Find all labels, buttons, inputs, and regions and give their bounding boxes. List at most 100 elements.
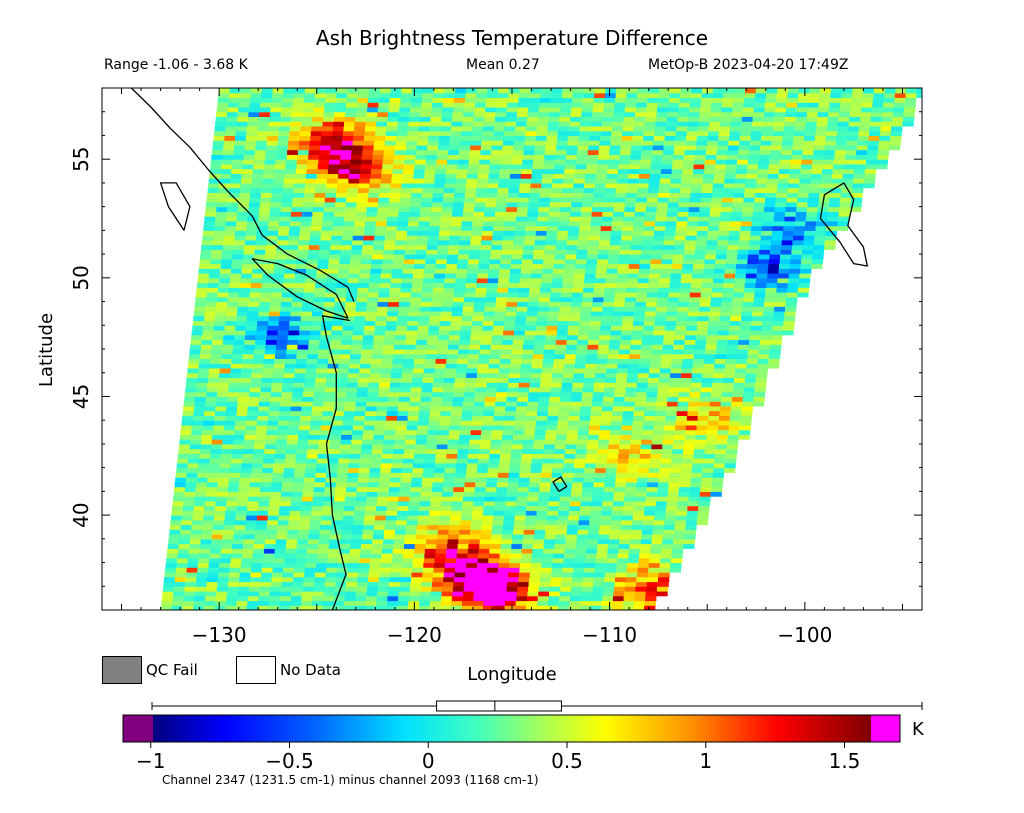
heatmap-cell [583, 282, 595, 288]
heatmap-cell [473, 306, 485, 312]
heatmap-cell [716, 244, 728, 250]
heatmap-cell [272, 187, 284, 193]
heatmap-cell [569, 216, 581, 222]
heatmap-cell [273, 462, 285, 469]
heatmap-cell [485, 486, 497, 492]
heatmap-cell [514, 519, 526, 526]
heatmap-cell [580, 595, 592, 602]
heatmap-cell [349, 458, 361, 464]
heatmap-cell [604, 287, 616, 293]
heatmap-cell [556, 334, 568, 341]
heatmap-cell [551, 277, 564, 284]
heatmap-cell [587, 244, 600, 250]
heatmap-cell [464, 486, 476, 492]
heatmap-cell [246, 510, 258, 516]
heatmap-cell [208, 372, 220, 378]
heatmap-cell [301, 211, 313, 217]
heatmap-cell [281, 391, 293, 397]
heatmap-cell [248, 401, 260, 407]
heatmap-cell [602, 306, 614, 312]
heatmap-cell [611, 320, 623, 326]
heatmap-cell [701, 192, 713, 198]
heatmap-cell [264, 443, 277, 450]
heatmap-cell [567, 524, 579, 530]
heatmap-cell [526, 216, 538, 222]
heatmap-cell [648, 277, 660, 284]
heatmap-cell [830, 187, 842, 193]
heatmap-cell [634, 306, 646, 312]
heatmap-cell [714, 173, 726, 179]
heatmap-cell [486, 187, 499, 193]
heatmap-cell [304, 477, 316, 483]
heatmap-cell [565, 254, 577, 260]
heatmap-cell [351, 344, 363, 350]
heatmap-cell [228, 197, 240, 203]
heatmap-cell [610, 429, 622, 435]
heatmap-cell [536, 605, 548, 610]
heatmap-cell [277, 524, 289, 530]
heatmap-cell [787, 282, 799, 288]
heatmap-cell [209, 268, 221, 274]
heatmap-cell [366, 301, 378, 307]
heatmap-cell [796, 206, 808, 212]
heatmap-cell [317, 358, 329, 364]
heatmap-cell [505, 216, 517, 222]
heatmap-cell [213, 424, 225, 431]
heatmap-cell [550, 192, 563, 198]
heatmap-cell [462, 306, 475, 312]
heatmap-cell [376, 306, 389, 312]
heatmap-cell [364, 325, 376, 331]
heatmap-cell [556, 524, 568, 530]
heatmap-cell [707, 420, 720, 426]
heatmap-cell [205, 496, 217, 502]
heatmap-cell [592, 586, 604, 592]
heatmap-cell [628, 168, 640, 174]
heatmap-cell [222, 538, 234, 545]
heatmap-cell [468, 258, 480, 265]
heatmap-cell [354, 315, 366, 322]
heatmap-cell [740, 420, 752, 426]
heatmap-cell [607, 258, 620, 265]
heatmap-cell [716, 439, 728, 445]
heatmap-cell [575, 263, 587, 269]
heatmap-cell [294, 372, 306, 378]
heatmap-cell [520, 363, 533, 369]
heatmap-cell [592, 396, 604, 402]
heatmap-cell [551, 382, 563, 388]
heatmap-cell [400, 287, 412, 293]
heatmap-cell [461, 220, 473, 227]
heatmap-cell [687, 220, 699, 227]
heatmap-cell [334, 206, 346, 212]
heatmap-cell [588, 334, 600, 341]
heatmap-cell [821, 173, 833, 179]
heatmap-cell [612, 595, 625, 602]
heatmap-cell [629, 548, 641, 554]
heatmap-cell [201, 244, 213, 250]
heatmap-cell [412, 182, 424, 189]
heatmap-cell [590, 410, 602, 416]
heatmap-cell [476, 572, 488, 578]
heatmap-cell [465, 572, 477, 578]
heatmap-cell [212, 244, 224, 250]
heatmap-cell [651, 349, 663, 355]
heatmap-cell [246, 415, 258, 421]
heatmap-cell [212, 434, 224, 440]
heatmap-cell [319, 434, 331, 440]
heatmap-cell [213, 230, 225, 236]
heatmap-cell [677, 401, 689, 407]
heatmap-cell [538, 491, 550, 497]
heatmap-cell [622, 515, 634, 521]
heatmap-cell [659, 562, 671, 568]
heatmap-cell [499, 268, 511, 274]
heatmap-cell [476, 567, 488, 573]
heatmap-cell [365, 311, 377, 317]
heatmap-cell [728, 424, 740, 431]
heatmap-cell [240, 377, 252, 383]
heatmap-cell [437, 344, 449, 350]
heatmap-cell [386, 315, 398, 322]
heatmap-cell [686, 515, 698, 521]
heatmap-cell [201, 534, 213, 540]
heatmap-cell [401, 467, 414, 473]
heatmap-cell [726, 448, 738, 454]
heatmap-cell [178, 548, 190, 554]
